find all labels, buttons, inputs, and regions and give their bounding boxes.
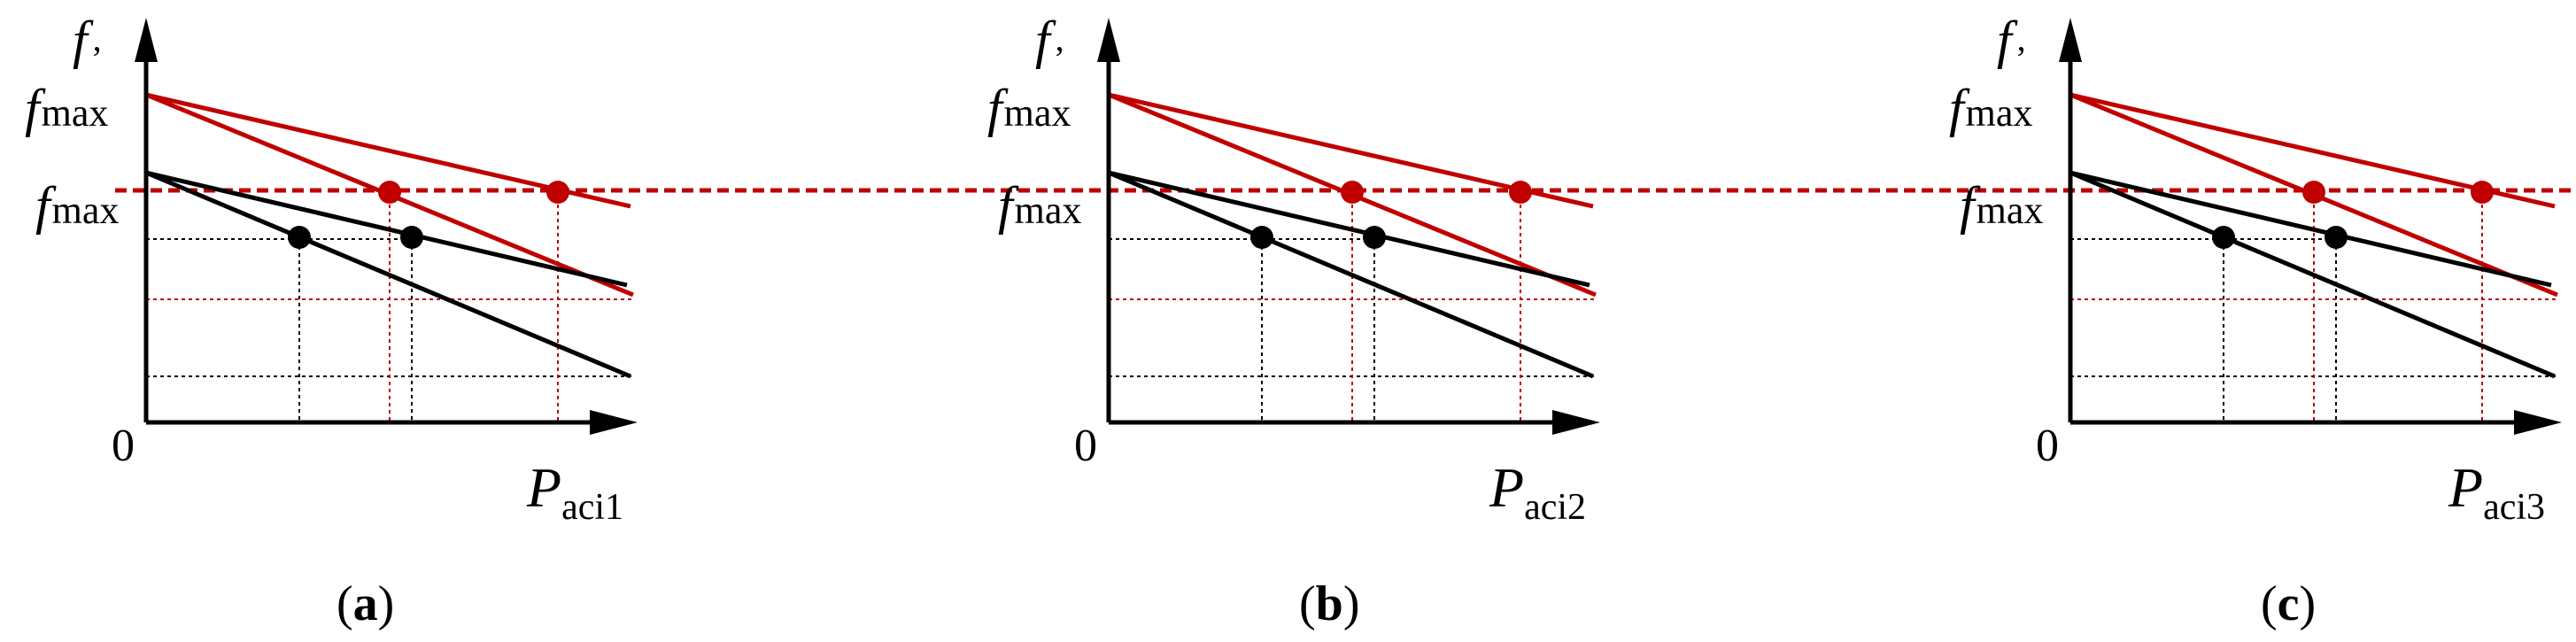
origin-label: 0 (112, 421, 135, 471)
arrowhead-up-icon (2059, 18, 2082, 62)
black-droop-line-steep (2069, 170, 2556, 379)
x-axis-label: Paci2 (1489, 456, 1586, 528)
origin-label: 0 (2036, 421, 2059, 471)
panel-c: 0 f, fmax fmax Paci3 (c) (1949, 11, 2562, 631)
black-operating-point (2212, 226, 2235, 249)
panel-caption: (a) (337, 576, 394, 631)
fmax-lower-label: fmax (35, 176, 119, 235)
y-label-f: f, (73, 11, 102, 69)
arrowhead-up-icon (1097, 18, 1120, 62)
arrowhead-up-icon (135, 18, 158, 62)
red-operating-point (2302, 181, 2325, 204)
panel-caption: (b) (1299, 576, 1359, 631)
red-operating-point (378, 181, 401, 204)
black-droop-line-shallow (2069, 170, 2552, 288)
fmax-lower-label: fmax (1960, 176, 2043, 235)
red-operating-point (1341, 181, 1364, 204)
y-label-f: f, (1035, 11, 1064, 69)
black-operating-point (400, 226, 423, 249)
x-axis-label: Paci1 (526, 456, 623, 528)
y-label-f: f, (1997, 11, 2026, 69)
arrowhead-right-icon (590, 410, 638, 435)
black-droop-line-shallow (1108, 170, 1590, 288)
black-operating-point (288, 226, 311, 249)
fmax-upper-label: fmax (25, 79, 108, 137)
arrowhead-right-icon (2514, 410, 2562, 435)
origin-label: 0 (1074, 421, 1097, 471)
black-operating-point (2325, 226, 2348, 249)
fmax-upper-label: fmax (1949, 79, 2032, 137)
panel-caption: (c) (2261, 576, 2316, 631)
fmax-lower-label: fmax (998, 176, 1081, 235)
black-droop-line-steep (1108, 170, 1594, 379)
black-operating-point (1363, 226, 1386, 249)
red-operating-point (2471, 181, 2494, 204)
black-operating-point (1250, 226, 1273, 249)
x-axis-label: Paci3 (2448, 456, 2545, 528)
red-operating-point (1509, 181, 1532, 204)
black-droop-line-shallow (145, 170, 628, 288)
fmax-upper-label: fmax (987, 79, 1071, 137)
black-droop-line-steep (145, 170, 631, 379)
red-operating-point (546, 181, 569, 204)
panel-b: 0 f, fmax fmax Paci2 (b) (987, 11, 1600, 631)
panel-a: 0 f, fmax fmax Paci1 (a) (25, 11, 638, 631)
arrowhead-right-icon (1552, 410, 1600, 435)
